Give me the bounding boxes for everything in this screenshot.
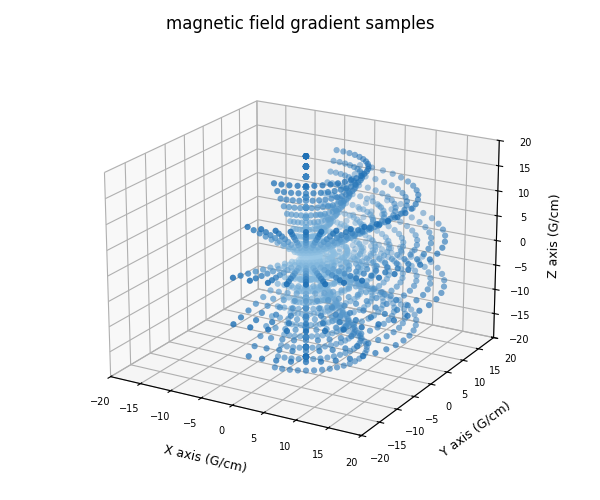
Y-axis label: Y axis (G/cm): Y axis (G/cm) (438, 399, 512, 459)
Title: magnetic field gradient samples: magnetic field gradient samples (166, 15, 434, 33)
X-axis label: X axis (G/cm): X axis (G/cm) (163, 443, 248, 475)
